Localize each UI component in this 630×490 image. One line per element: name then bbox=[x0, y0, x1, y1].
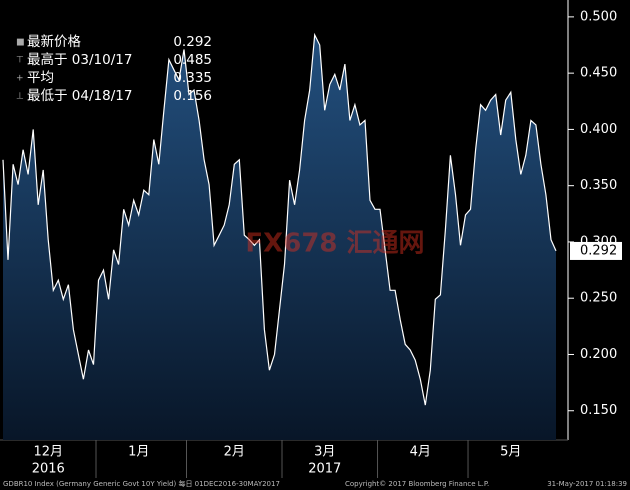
y-tick-label: 0.250 bbox=[580, 291, 617, 306]
legend-label: 最高于 03/10/17 bbox=[27, 51, 132, 68]
legend-value: 0.156 bbox=[173, 88, 212, 104]
y-tick-label: 0.200 bbox=[580, 347, 617, 362]
x-tick-label: 2月 bbox=[224, 445, 245, 460]
last-value-label: 0.292 bbox=[580, 243, 617, 258]
legend-value: 0.335 bbox=[173, 70, 212, 86]
x-tick-label: 12月 bbox=[33, 445, 63, 460]
legend-marker: + bbox=[16, 74, 24, 84]
legend-label: 最新价格 bbox=[27, 34, 81, 50]
year-label: 2016 bbox=[32, 462, 65, 477]
legend-marker: ■ bbox=[16, 38, 25, 48]
footer: 31-May-2017 01:18:39 bbox=[547, 480, 627, 488]
legend-marker: ⊤ bbox=[16, 56, 24, 66]
y-tick-label: 0.450 bbox=[580, 66, 617, 81]
x-tick-label: 5月 bbox=[500, 445, 521, 460]
x-tick-label: 3月 bbox=[314, 445, 335, 460]
x-tick-label: 4月 bbox=[410, 445, 431, 460]
legend-label: 平均 bbox=[27, 70, 54, 86]
watermark: FX678 汇通网 bbox=[245, 229, 424, 259]
area bbox=[3, 34, 556, 441]
year-label: 2017 bbox=[308, 462, 341, 477]
legend-marker: ⊥ bbox=[16, 92, 24, 102]
footer: Copyright© 2017 Bloomberg Finance L.P. bbox=[345, 480, 489, 488]
y-tick-label: 0.400 bbox=[580, 122, 617, 137]
legend-label: 最低于 04/18/17 bbox=[27, 88, 132, 104]
y-tick-label: 0.500 bbox=[580, 9, 617, 24]
x-tick-label: 1月 bbox=[128, 445, 149, 460]
y-tick-label: 0.350 bbox=[580, 178, 617, 193]
last-value-box bbox=[570, 241, 622, 260]
legend-value: 0.485 bbox=[173, 52, 212, 68]
footer: GDBR10 Index (Germany Generic Govt 10Y Y… bbox=[3, 479, 280, 488]
legend-value: 0.292 bbox=[173, 34, 212, 50]
y-tick-label: 0.150 bbox=[580, 403, 617, 418]
line bbox=[2, 32, 557, 406]
